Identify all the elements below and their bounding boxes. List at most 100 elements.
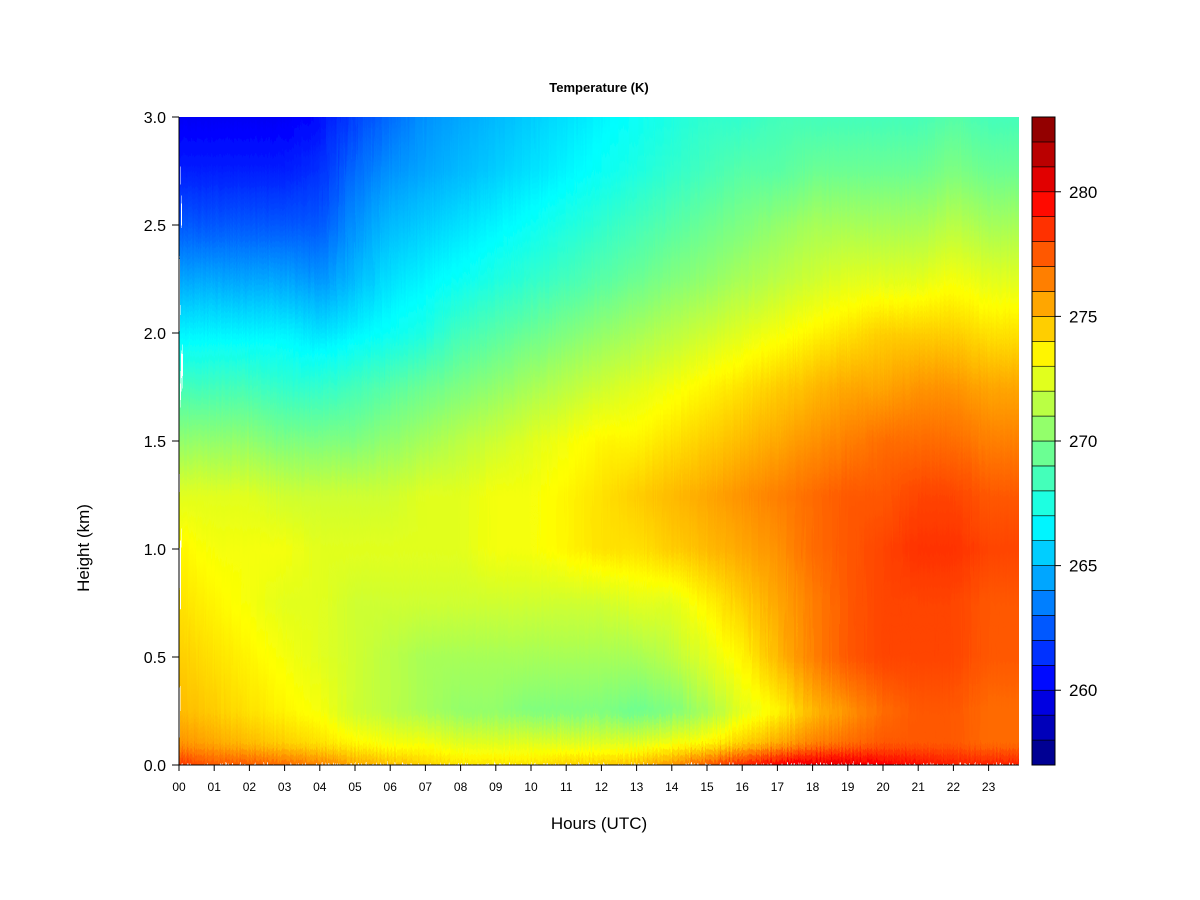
heatmap-cell [513,165,523,172]
heatmap-cell [522,565,532,572]
heatmap-cell [258,489,268,496]
heatmap-cell [196,527,206,534]
heatmap-cell [372,419,382,426]
heatmap-cell [390,214,400,221]
heatmap-cell [258,252,268,258]
heatmap-cell [416,138,426,145]
heatmap-cell [275,721,286,728]
heatmap-cell [355,289,365,296]
heatmap-cell [469,532,479,539]
heatmap-cell [363,230,374,237]
heatmap-cell [451,235,462,242]
heatmap-cell [267,451,277,458]
heatmap-cell [363,635,374,642]
heatmap-cell [443,559,453,566]
heatmap-cell [187,457,198,464]
heatmap-cell [293,106,302,112]
heatmap-cell [513,149,523,156]
heatmap-cell [346,273,356,280]
heatmap-cell [275,181,286,188]
heatmap-cell [258,462,268,469]
heatmap-cell [293,316,303,323]
heatmap-cell [179,106,188,112]
heatmap-cell [205,289,215,296]
heatmap-cell [328,673,338,680]
heatmap-cell [469,289,479,296]
heatmap-cell [531,754,541,761]
heatmap-cell [328,613,338,620]
heatmap-cell [223,387,233,393]
heatmap-cell [328,381,338,388]
heatmap-cell [363,489,374,496]
heatmap-cell [337,268,347,275]
heatmap-cell [372,403,382,410]
heatmap-cell [487,392,497,399]
heatmap-cell [275,133,286,140]
heatmap-cell [205,441,215,447]
heatmap-cell [495,484,506,491]
heatmap-cell [328,360,338,366]
heatmap-cell [328,570,338,577]
heatmap-cell [504,117,514,118]
heatmap-cell [513,279,523,285]
heatmap-cell [407,327,418,334]
heatmap-cell [293,657,303,663]
heatmap-cell [179,295,189,302]
heatmap-cell [434,651,444,658]
heatmap-cell [469,419,479,426]
heatmap-cell [469,381,479,388]
heatmap-cell [346,673,356,680]
heatmap-cell [531,684,541,690]
heatmap-cell [495,500,506,507]
heatmap-cell [258,527,268,534]
heatmap-cell [451,397,462,404]
heatmap-cell [425,187,435,194]
heatmap-cell [302,711,312,717]
heatmap-cell [425,300,435,307]
heatmap-cell [337,495,347,501]
heatmap-cell [187,738,198,744]
heatmap-cell [504,138,514,145]
heatmap-cell [390,144,400,150]
heatmap-cell [504,273,514,280]
heatmap-cell [293,527,303,534]
heatmap-cell [311,646,321,653]
heatmap-cell [443,608,453,615]
heatmap-cell [267,387,277,393]
heatmap-cell [531,673,541,680]
heatmap-cell [495,122,506,129]
heatmap-cell [522,613,532,620]
heatmap-cell [478,127,488,134]
heatmap-cell [311,759,321,765]
heatmap-cell [258,457,268,464]
heatmap-cell [504,284,514,291]
heatmap-cell [443,516,453,523]
heatmap-cell [451,316,462,323]
heatmap-cell [267,300,277,307]
heatmap-cell [390,608,400,615]
heatmap-cell [179,667,189,674]
heatmap-cell [390,603,400,609]
heatmap-cell [179,624,189,631]
heatmap-cell [311,543,321,550]
heatmap-cell [223,381,233,388]
heatmap-cell [328,138,338,145]
heatmap-cell [416,446,426,453]
heatmap-cell [311,397,321,404]
heatmap-cell [328,198,338,204]
heatmap-cell [258,484,268,491]
heatmap-cell [284,538,294,545]
heatmap-cell [196,532,206,539]
heatmap-cell [513,441,523,447]
heatmap-cell [381,624,391,631]
heatmap-cell [495,489,506,496]
heatmap-cell [249,144,259,150]
heatmap-cell [363,619,374,626]
heatmap-cell [231,338,242,345]
heatmap-cell [258,214,268,221]
heatmap-cell [469,376,479,383]
heatmap-cell [478,597,488,604]
heatmap-cell [416,349,426,356]
heatmap-cell [187,549,198,555]
heatmap-cell [187,624,198,631]
